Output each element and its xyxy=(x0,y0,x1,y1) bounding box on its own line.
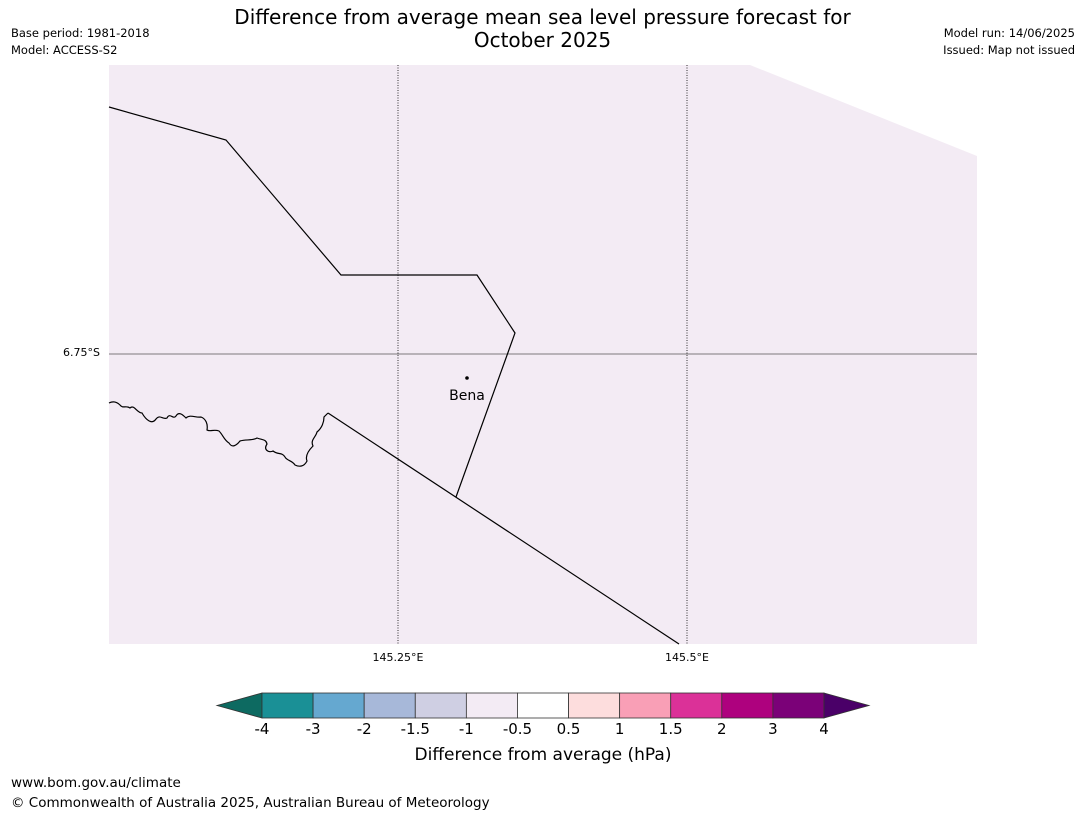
map-title-line2: October 2025 xyxy=(473,28,612,52)
district-boundary-south xyxy=(327,412,680,645)
colorbar-tick-label: -4 xyxy=(254,720,270,738)
base-period-text: Base period: 1981-2018 xyxy=(11,26,150,40)
footer-url: www.bom.gov.au/climate xyxy=(11,775,181,791)
colorbar-segment xyxy=(261,692,314,719)
footer-copyright: © Commonwealth of Australia 2025, Austra… xyxy=(11,795,490,811)
colorbar-label: Difference from average (hPa) xyxy=(414,745,672,765)
colorbar-segment xyxy=(414,692,467,719)
model-text: Model: ACCESS-S2 xyxy=(11,43,118,57)
colorbar-tick-label: 1 xyxy=(614,720,625,738)
colorbar-segment xyxy=(363,692,416,719)
colorbar-tick-label: 3 xyxy=(768,720,778,738)
map-title-line1: Difference from average mean sea level p… xyxy=(234,5,851,29)
meta-left: Base period: 1981-2018 Model: ACCESS-S2 xyxy=(11,25,150,59)
issued-text: Issued: Map not issued xyxy=(943,43,1075,57)
colorbar-segment xyxy=(619,692,672,719)
town-label: Bena xyxy=(449,388,485,404)
colorbar-segment xyxy=(312,692,365,719)
latitude-label: 6.75°S xyxy=(63,346,100,359)
colorbar-tick-label: 1.5 xyxy=(658,720,683,738)
colorbar-under-arrow xyxy=(215,692,263,719)
colorbar-segment xyxy=(670,692,723,719)
district-boundary-north xyxy=(108,106,516,498)
river-boundary xyxy=(108,401,329,467)
colorbar-segment xyxy=(465,692,518,719)
anomaly-fill-region xyxy=(109,65,977,644)
colorbar-tick-label: -0.5 xyxy=(502,720,533,738)
colorbar-segment xyxy=(517,692,569,719)
colorbar-tick-label: 2 xyxy=(717,720,727,738)
longitude-label-145-25: 145.25°E xyxy=(372,651,424,664)
colorbar-tick-label: -2 xyxy=(356,720,372,738)
colorbar-tick-label: -1 xyxy=(458,720,474,738)
longitude-label-145-5: 145.5°E xyxy=(665,651,709,664)
meta-right: Model run: 14/06/2025 Issued: Map not is… xyxy=(943,25,1075,59)
colorbar-over-arrow xyxy=(823,692,871,719)
colorbar-segment xyxy=(721,692,774,719)
model-run-text: Model run: 14/06/2025 xyxy=(943,26,1075,40)
colorbar-segment xyxy=(772,692,825,719)
colorbar-tick-label: 0.5 xyxy=(556,720,581,738)
map-title: Difference from average mean sea level p… xyxy=(200,6,885,52)
colorbar-segments xyxy=(261,692,825,719)
colorbar-tick-label: -3 xyxy=(305,720,321,738)
colorbar-tick-label: -1.5 xyxy=(400,720,430,738)
colorbar-tick-label: 4 xyxy=(819,720,829,738)
colorbar-segment xyxy=(568,692,621,719)
town-marker xyxy=(465,376,469,380)
